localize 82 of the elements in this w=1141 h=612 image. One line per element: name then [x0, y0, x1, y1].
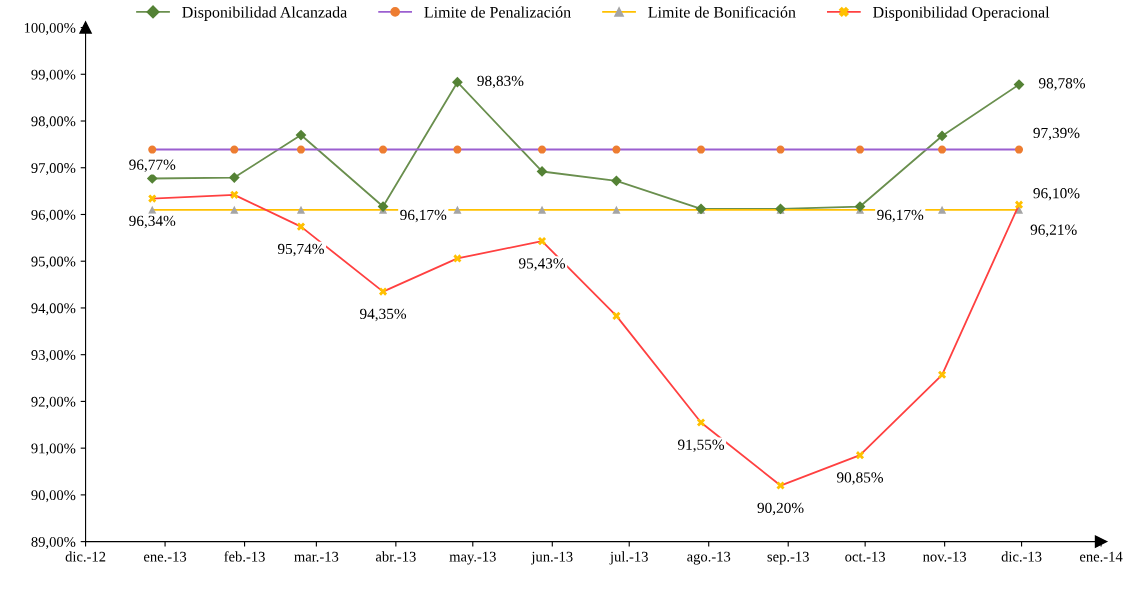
y-tick-label: 91,00%	[31, 443, 76, 456]
data-label: 95,74%	[277, 243, 325, 257]
point	[537, 145, 547, 154]
data-label: 98,83%	[477, 75, 524, 89]
data-label: 90,20%	[757, 502, 804, 516]
x-tick-label: abr.-13	[375, 551, 416, 562]
x-tick-label: jun.-13	[531, 551, 573, 565]
point	[230, 205, 239, 214]
x-tick-label: may.-13	[449, 551, 496, 565]
data-label: 96,77%	[129, 159, 176, 173]
data-label: 96,10%	[1033, 188, 1080, 201]
x-tick-label: nov.-13	[922, 551, 967, 562]
x-tick-label: dic.-13	[1001, 551, 1042, 562]
point	[612, 145, 621, 154]
point	[938, 145, 947, 154]
point	[296, 222, 306, 231]
point	[230, 190, 239, 199]
point	[696, 145, 706, 154]
point	[378, 145, 388, 154]
x-tick-label: ene.-14	[1079, 551, 1123, 562]
point	[855, 451, 865, 460]
y-tick-label: 98,00%	[31, 116, 76, 129]
point	[855, 145, 865, 154]
x-tick-label: oct.-13	[845, 551, 886, 562]
legend-label: Limite de Bonificación	[648, 6, 796, 18]
point	[611, 175, 622, 187]
x-tick-label: ago.-13	[687, 551, 731, 565]
point	[295, 129, 307, 141]
y-tick-label: 95,00%	[31, 256, 76, 269]
x-tick-label: jul.-13	[609, 551, 648, 565]
data-label: 94,35%	[359, 308, 407, 322]
point	[148, 205, 157, 214]
point	[148, 194, 157, 203]
data-label: 95,43%	[518, 258, 566, 271]
legend-label: Disponibilidad Alcanzada	[182, 6, 347, 21]
y-tick-label: 89,00%	[31, 536, 76, 549]
y-tick-label: 90,00%	[31, 490, 76, 503]
data-label: 97,39%	[1033, 127, 1080, 141]
point	[453, 145, 462, 154]
point	[296, 205, 306, 214]
point	[537, 237, 547, 246]
point	[230, 145, 239, 154]
point	[938, 205, 947, 214]
point	[938, 370, 947, 379]
point	[776, 145, 785, 154]
y-tick-label: 94,00%	[31, 303, 76, 316]
point	[146, 173, 158, 184]
point	[378, 287, 388, 296]
data-label: 91,55%	[677, 439, 725, 453]
legend-label: Limite de Penalización	[424, 6, 571, 18]
x-tick-label: feb.-13	[224, 551, 265, 562]
data-label: 96,17%	[400, 209, 447, 223]
y-tick-label: 96,00%	[31, 209, 76, 222]
point	[936, 130, 948, 142]
legend-label: Disponibilidad Operacional	[873, 6, 1050, 21]
point	[452, 76, 463, 88]
point	[228, 172, 240, 183]
point	[453, 254, 462, 263]
x-tick-label: sep.-13	[767, 551, 809, 565]
y-tick-label: 97,00%	[31, 163, 76, 176]
point	[1014, 145, 1024, 154]
point	[1014, 200, 1024, 209]
y-tick-label: 93,00%	[31, 350, 76, 362]
point	[453, 205, 462, 214]
point	[148, 145, 157, 154]
data-label: 96,34%	[129, 215, 176, 229]
x-tick-label: mar.-13	[294, 551, 339, 562]
point	[776, 481, 785, 490]
data-label: 96,17%	[877, 209, 924, 223]
y-tick-label: 92,00%	[31, 396, 76, 409]
data-label: 98,78%	[1038, 78, 1086, 91]
point	[296, 145, 306, 154]
point	[537, 205, 547, 214]
data-label: 90,85%	[836, 472, 884, 485]
y-tick-label: 100,00%	[24, 22, 76, 35]
point	[612, 311, 621, 320]
x-tick-label: dic.-12	[65, 551, 106, 562]
y-tick-label: 99,00%	[31, 69, 76, 82]
point	[612, 205, 621, 214]
data-label: 96,21%	[1030, 224, 1077, 238]
point	[696, 418, 706, 427]
x-tick-label: ene.-13	[143, 551, 187, 562]
